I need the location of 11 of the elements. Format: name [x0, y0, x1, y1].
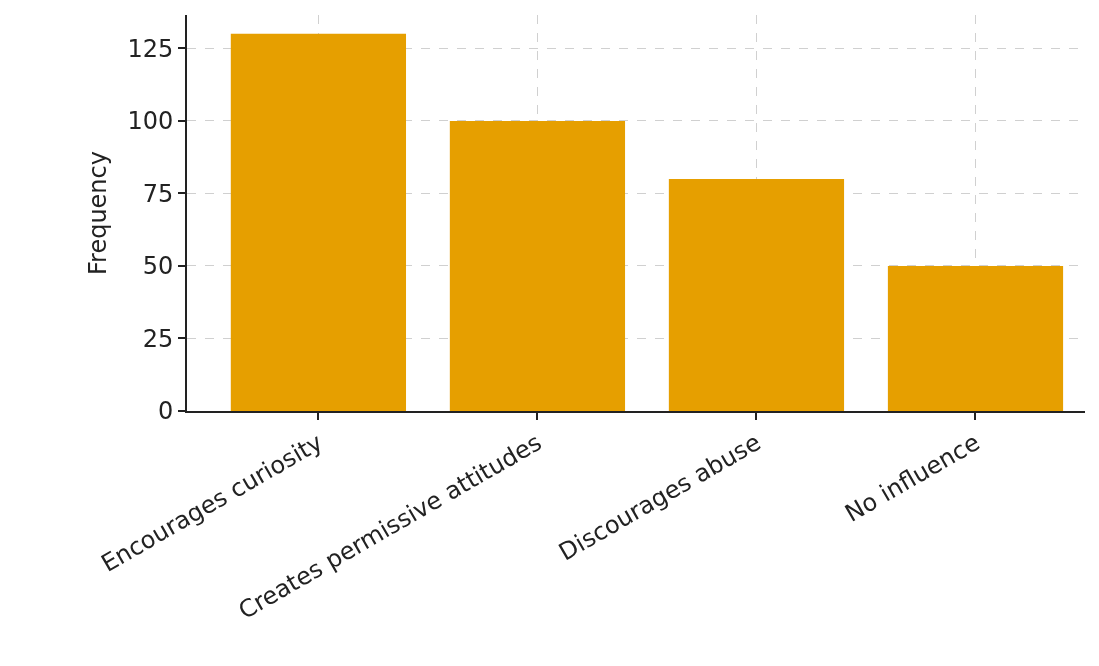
y-tick-label: 50 [142, 252, 174, 281]
bar [887, 265, 1064, 411]
bar [230, 33, 407, 411]
bar [668, 178, 845, 411]
bar [449, 120, 626, 411]
y-tick-label: 0 [157, 397, 174, 426]
y-tick-label: 75 [142, 179, 174, 208]
y-tick-label: 100 [127, 107, 174, 136]
y-axis-title: Frequency [83, 151, 112, 275]
y-tick-label: 25 [142, 324, 174, 353]
y-tick-label: 125 [127, 34, 174, 63]
